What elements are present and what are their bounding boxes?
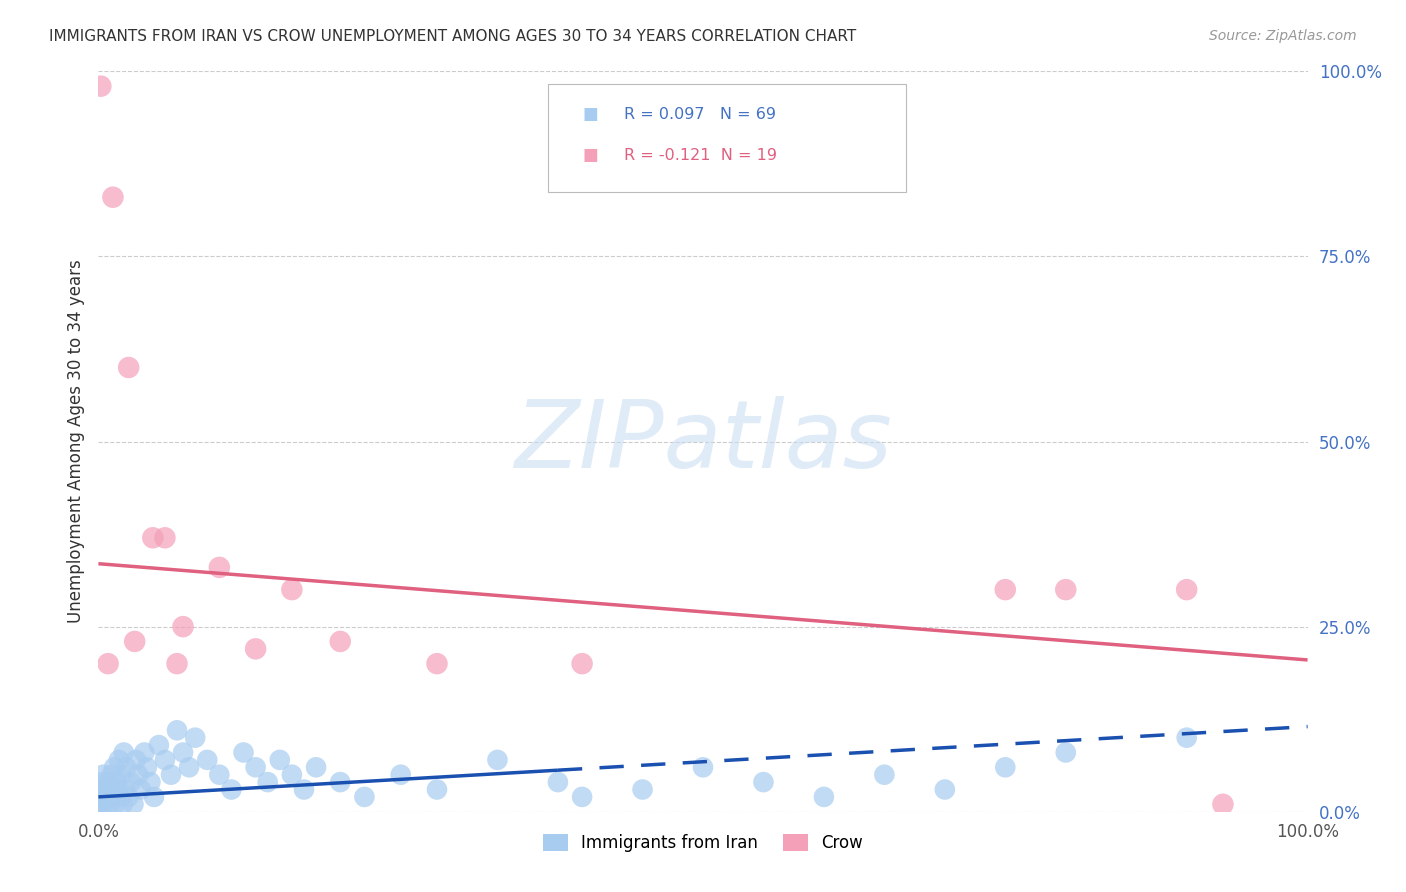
Point bbox=[281, 767, 304, 781]
Point bbox=[118, 360, 141, 375]
Point bbox=[153, 531, 176, 545]
Legend: Immigrants from Iran, Crow: Immigrants from Iran, Crow bbox=[536, 828, 870, 859]
Point bbox=[160, 767, 183, 781]
Point bbox=[97, 657, 120, 671]
Point bbox=[994, 760, 1017, 774]
Point bbox=[172, 746, 194, 760]
Point bbox=[426, 657, 449, 671]
Point bbox=[112, 746, 135, 760]
Point bbox=[108, 789, 131, 804]
Point bbox=[245, 760, 267, 774]
Point bbox=[94, 782, 117, 797]
Point bbox=[195, 753, 218, 767]
Point bbox=[221, 782, 243, 797]
Text: Source: ZipAtlas.com: Source: ZipAtlas.com bbox=[1209, 29, 1357, 43]
Point bbox=[1212, 797, 1234, 812]
Point bbox=[692, 760, 714, 774]
Text: R = -0.121  N = 19: R = -0.121 N = 19 bbox=[624, 147, 778, 162]
Point bbox=[245, 641, 267, 656]
Point bbox=[125, 753, 148, 767]
Point bbox=[166, 723, 188, 738]
Point bbox=[1175, 731, 1198, 745]
Point bbox=[256, 775, 278, 789]
Text: R = 0.097   N = 69: R = 0.097 N = 69 bbox=[624, 107, 776, 122]
Point bbox=[110, 767, 132, 781]
Point bbox=[813, 789, 835, 804]
Point bbox=[148, 738, 170, 752]
Point bbox=[114, 782, 136, 797]
Point bbox=[547, 775, 569, 789]
Point bbox=[184, 731, 207, 745]
Point bbox=[111, 797, 134, 812]
Point bbox=[97, 775, 120, 789]
Point bbox=[103, 760, 125, 774]
Point bbox=[120, 775, 142, 789]
Point bbox=[1054, 582, 1077, 597]
Point bbox=[172, 619, 194, 633]
Point bbox=[143, 789, 166, 804]
Point bbox=[208, 560, 231, 574]
Point bbox=[96, 789, 118, 804]
Point bbox=[329, 775, 352, 789]
Point bbox=[105, 775, 128, 789]
Point bbox=[571, 789, 593, 804]
Point bbox=[129, 782, 152, 797]
Point bbox=[292, 782, 315, 797]
Point bbox=[281, 582, 304, 597]
Point bbox=[353, 789, 375, 804]
Point bbox=[134, 746, 156, 760]
Point bbox=[101, 789, 124, 804]
Point bbox=[91, 789, 114, 804]
FancyBboxPatch shape bbox=[548, 84, 905, 192]
Text: ■: ■ bbox=[582, 105, 598, 123]
Point bbox=[329, 634, 352, 648]
Point bbox=[389, 767, 412, 781]
Point bbox=[91, 775, 114, 789]
Point bbox=[305, 760, 328, 774]
Point bbox=[101, 190, 124, 204]
Point bbox=[89, 797, 111, 812]
Point bbox=[571, 657, 593, 671]
Point bbox=[1175, 582, 1198, 597]
Point bbox=[90, 782, 112, 797]
Point bbox=[118, 789, 141, 804]
Point bbox=[93, 797, 115, 812]
Point bbox=[179, 760, 201, 774]
Point bbox=[135, 760, 157, 774]
Point bbox=[124, 634, 146, 648]
Point bbox=[98, 797, 121, 812]
Point bbox=[100, 767, 122, 781]
Point bbox=[100, 782, 122, 797]
Point bbox=[934, 782, 956, 797]
Text: ZIPatlas: ZIPatlas bbox=[515, 396, 891, 487]
Point bbox=[631, 782, 654, 797]
Text: ■: ■ bbox=[582, 146, 598, 164]
Point bbox=[108, 753, 131, 767]
Point bbox=[232, 746, 254, 760]
Point bbox=[90, 79, 112, 94]
Y-axis label: Unemployment Among Ages 30 to 34 years: Unemployment Among Ages 30 to 34 years bbox=[66, 260, 84, 624]
Point bbox=[139, 775, 162, 789]
Point bbox=[1054, 746, 1077, 760]
Point bbox=[127, 767, 149, 781]
Text: IMMIGRANTS FROM IRAN VS CROW UNEMPLOYMENT AMONG AGES 30 TO 34 YEARS CORRELATION : IMMIGRANTS FROM IRAN VS CROW UNEMPLOYMEN… bbox=[49, 29, 856, 44]
Point bbox=[122, 797, 145, 812]
Point bbox=[142, 531, 165, 545]
Point bbox=[994, 582, 1017, 597]
Point bbox=[208, 767, 231, 781]
Point bbox=[426, 782, 449, 797]
Point bbox=[89, 789, 111, 804]
Point bbox=[752, 775, 775, 789]
Point bbox=[107, 782, 129, 797]
Point bbox=[873, 767, 896, 781]
Point bbox=[104, 797, 127, 812]
Point bbox=[91, 767, 114, 781]
Point bbox=[115, 760, 138, 774]
Point bbox=[166, 657, 188, 671]
Point bbox=[269, 753, 291, 767]
Point bbox=[153, 753, 176, 767]
Point bbox=[486, 753, 509, 767]
Point bbox=[90, 797, 112, 812]
